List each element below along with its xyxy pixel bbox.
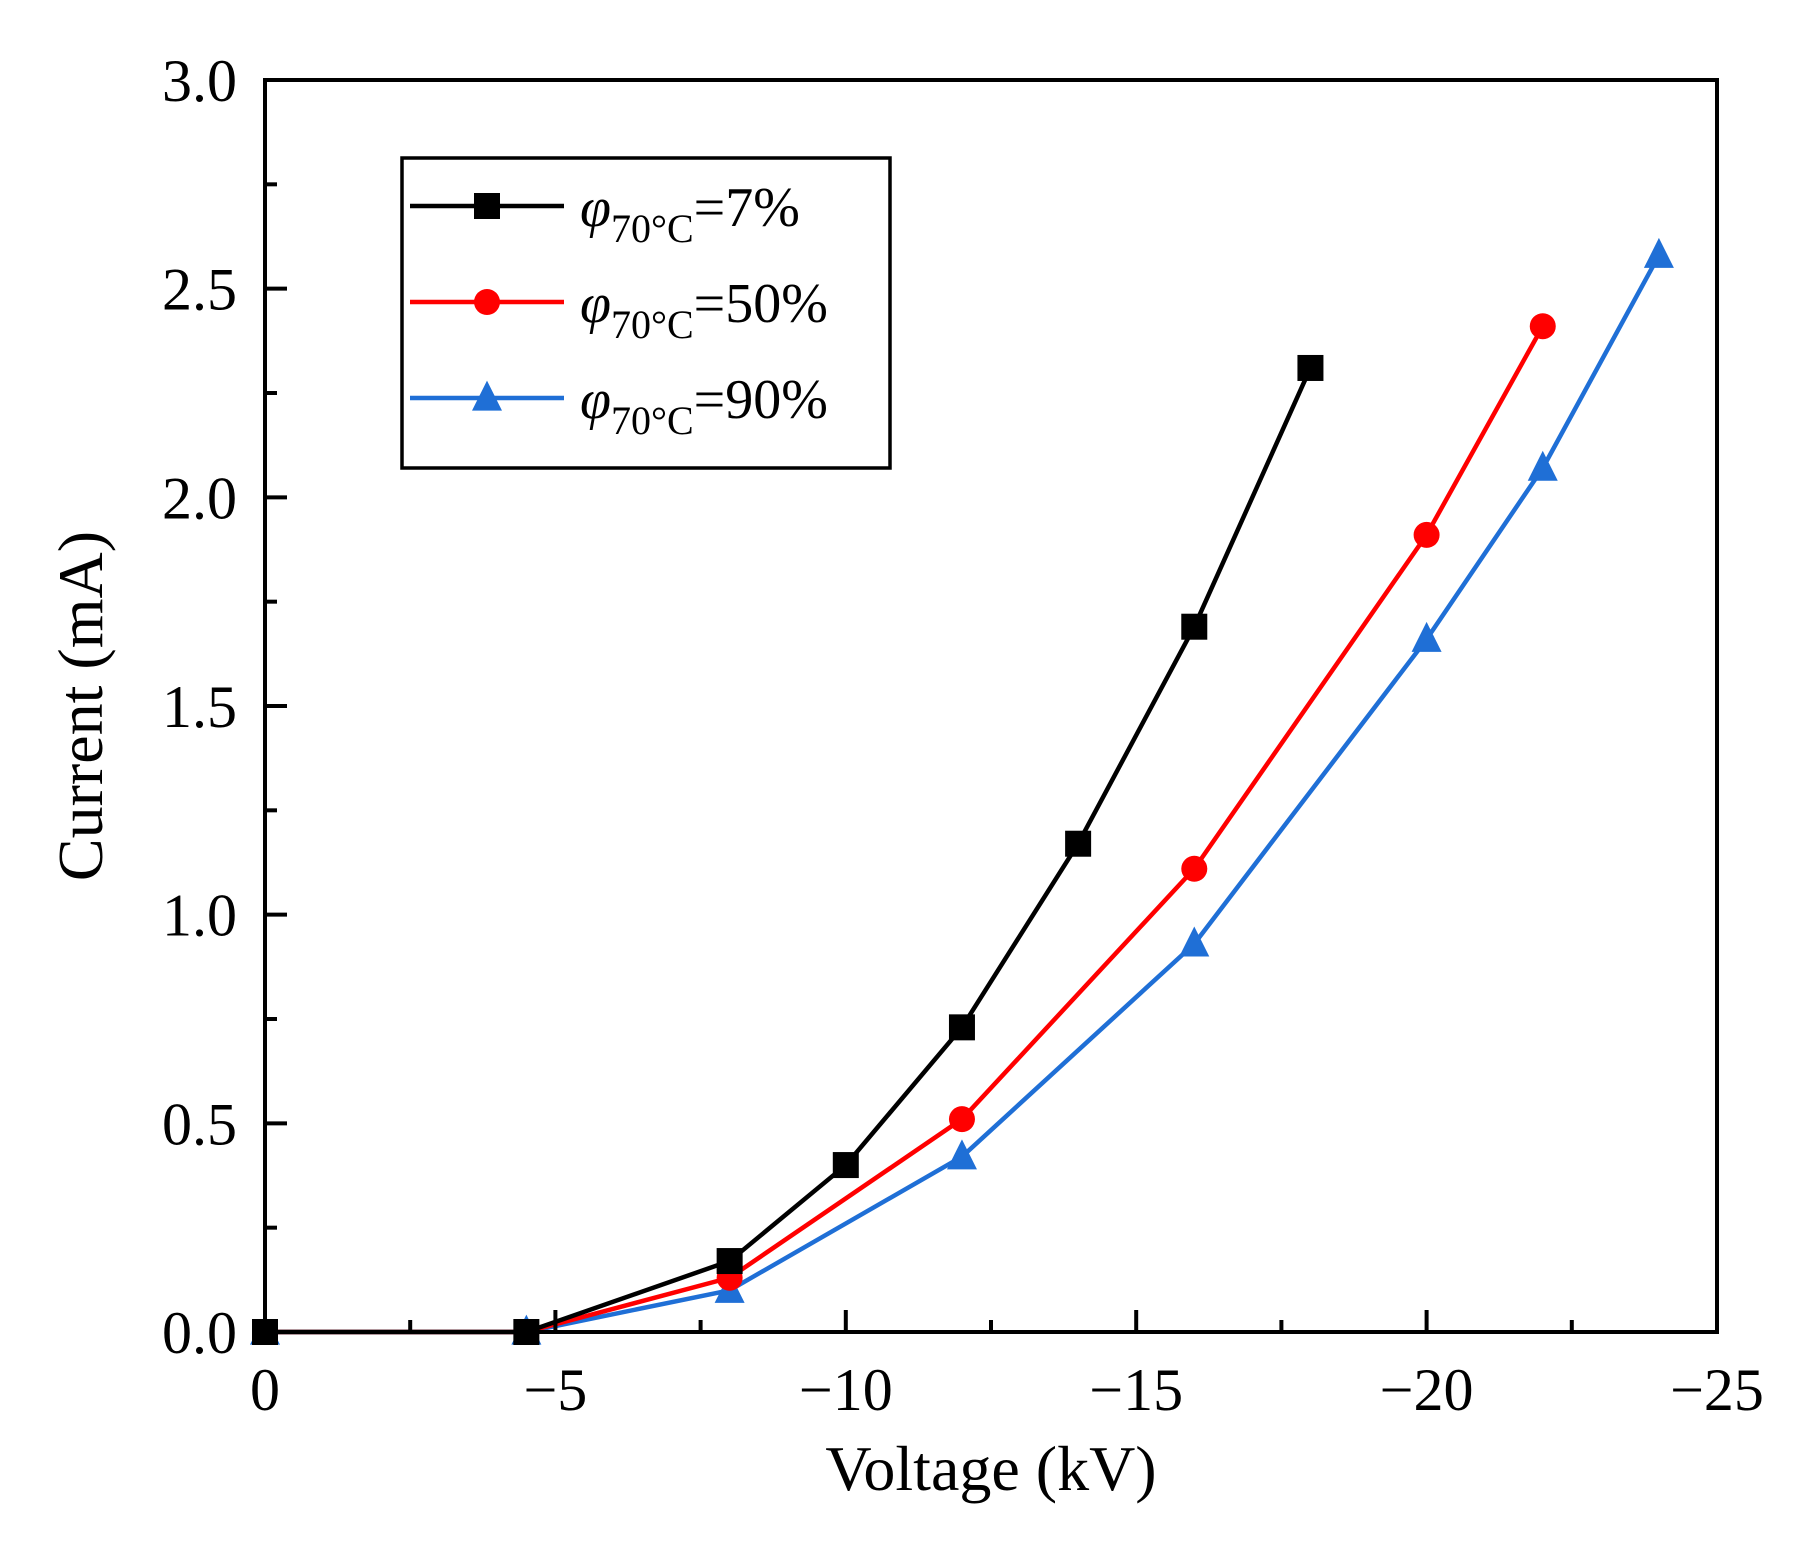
legend-marker xyxy=(474,193,500,219)
x-tick-label: −5 xyxy=(523,1357,587,1423)
legend-entry: φ70°C=50% xyxy=(410,273,828,347)
data-point xyxy=(946,1139,977,1170)
legend-entry: φ70°C=90% xyxy=(410,369,828,443)
y-tick-label: 1.0 xyxy=(162,883,237,949)
y-tick-label: 2.5 xyxy=(162,257,237,323)
series-square xyxy=(252,354,1324,1345)
x-tick-label: 0 xyxy=(250,1357,280,1423)
y-tick-label: 3.0 xyxy=(162,48,237,114)
x-tick-label: −15 xyxy=(1089,1357,1183,1423)
data-point xyxy=(1065,830,1092,857)
data-point xyxy=(1181,855,1208,882)
y-tick-label: 0.0 xyxy=(162,1300,237,1366)
y-tick-label: 0.5 xyxy=(162,1091,237,1157)
legend-entry: φ70°C=7% xyxy=(410,177,800,251)
x-tick-label: −20 xyxy=(1380,1357,1474,1423)
legend: φ70°C=7% φ70°C=50% φ70°C=90% xyxy=(400,156,892,470)
legend-marker xyxy=(474,289,500,315)
series-line xyxy=(265,367,1313,1335)
x-tick-label: −10 xyxy=(799,1357,893,1423)
legend-marker xyxy=(472,380,502,411)
y-tick-label: 2.0 xyxy=(162,465,237,531)
data-point xyxy=(716,1248,743,1275)
data-point xyxy=(1297,354,1324,381)
x-tick-label: −25 xyxy=(1670,1357,1764,1423)
series-layer xyxy=(250,237,1674,1345)
y-tick-label: 1.5 xyxy=(162,674,237,740)
legend-label: φ70°C=50% xyxy=(580,273,828,347)
data-point xyxy=(1181,613,1208,640)
data-point xyxy=(1411,621,1442,652)
data-point xyxy=(1643,237,1674,268)
legend-label: φ70°C=7% xyxy=(580,177,800,251)
data-point xyxy=(948,1014,975,1041)
data-point xyxy=(1527,450,1558,481)
legend-label: φ70°C=90% xyxy=(580,369,828,443)
data-point xyxy=(832,1152,859,1179)
data-point xyxy=(1179,926,1210,957)
y-axis-title: Current (mA) xyxy=(45,531,116,881)
data-point xyxy=(1413,521,1440,548)
data-point xyxy=(948,1106,975,1133)
axes-layer: 0 −5 −10 −15 −20 −25 0.0 0.5 1.0 1.5 2.0 2.5 3.0 xyxy=(162,48,1764,1423)
x-axis-title: Voltage (kV) xyxy=(825,1433,1156,1504)
data-point xyxy=(1529,313,1556,340)
